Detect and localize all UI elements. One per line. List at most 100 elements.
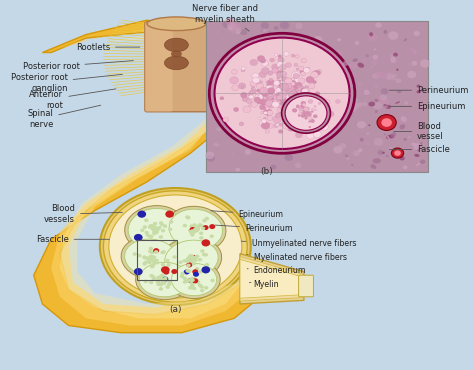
Circle shape <box>313 114 318 118</box>
Circle shape <box>165 259 170 262</box>
Circle shape <box>301 109 303 110</box>
Circle shape <box>283 83 292 90</box>
Circle shape <box>297 88 305 95</box>
Circle shape <box>306 112 309 114</box>
Ellipse shape <box>356 48 358 50</box>
Circle shape <box>305 112 307 114</box>
Circle shape <box>275 113 282 118</box>
Ellipse shape <box>161 237 222 281</box>
FancyBboxPatch shape <box>206 21 428 172</box>
Circle shape <box>153 227 157 230</box>
Circle shape <box>260 91 264 93</box>
Ellipse shape <box>408 63 412 67</box>
Circle shape <box>153 227 157 230</box>
Circle shape <box>283 91 290 97</box>
Circle shape <box>309 94 319 102</box>
Circle shape <box>189 257 193 261</box>
Circle shape <box>191 229 195 232</box>
Ellipse shape <box>164 240 218 278</box>
Circle shape <box>189 278 193 282</box>
Ellipse shape <box>374 99 379 102</box>
Circle shape <box>279 91 285 96</box>
Ellipse shape <box>411 61 417 66</box>
Circle shape <box>283 93 291 100</box>
Circle shape <box>236 65 244 72</box>
Ellipse shape <box>416 90 421 93</box>
Circle shape <box>283 110 289 115</box>
Circle shape <box>278 89 283 93</box>
Circle shape <box>183 280 187 284</box>
Circle shape <box>283 122 291 129</box>
Circle shape <box>288 101 294 106</box>
Circle shape <box>278 95 282 98</box>
Ellipse shape <box>374 83 379 86</box>
Circle shape <box>189 257 193 261</box>
Circle shape <box>285 83 292 89</box>
Circle shape <box>213 142 218 146</box>
Circle shape <box>236 168 240 171</box>
Circle shape <box>287 83 292 86</box>
Circle shape <box>261 92 266 96</box>
Circle shape <box>195 228 199 231</box>
Ellipse shape <box>391 132 396 137</box>
FancyBboxPatch shape <box>145 22 173 112</box>
Circle shape <box>279 109 288 116</box>
Circle shape <box>277 91 284 97</box>
Ellipse shape <box>169 209 222 249</box>
Circle shape <box>297 108 302 113</box>
Circle shape <box>194 279 199 282</box>
Circle shape <box>282 98 285 101</box>
Circle shape <box>137 254 142 257</box>
Circle shape <box>279 90 285 95</box>
Circle shape <box>231 69 237 74</box>
Circle shape <box>283 106 290 112</box>
Circle shape <box>193 229 197 233</box>
Circle shape <box>281 104 288 110</box>
Circle shape <box>275 89 280 93</box>
Circle shape <box>152 255 156 259</box>
Circle shape <box>315 109 317 111</box>
Ellipse shape <box>172 263 217 296</box>
Circle shape <box>296 105 300 108</box>
Ellipse shape <box>384 105 388 108</box>
Circle shape <box>287 85 290 87</box>
Circle shape <box>279 123 283 126</box>
Circle shape <box>291 82 295 86</box>
Circle shape <box>313 70 319 75</box>
Circle shape <box>192 277 196 281</box>
Circle shape <box>150 265 155 268</box>
Circle shape <box>195 267 200 270</box>
Circle shape <box>299 113 305 118</box>
Circle shape <box>311 108 315 111</box>
Circle shape <box>277 72 283 78</box>
Circle shape <box>257 89 261 92</box>
Circle shape <box>188 254 192 258</box>
Text: Rootlets: Rootlets <box>76 43 140 51</box>
Circle shape <box>281 92 289 98</box>
Circle shape <box>142 255 146 259</box>
Circle shape <box>198 283 202 287</box>
Circle shape <box>303 88 310 93</box>
Circle shape <box>299 122 309 130</box>
Ellipse shape <box>387 136 390 140</box>
Circle shape <box>261 22 269 29</box>
Circle shape <box>307 112 310 115</box>
Circle shape <box>289 79 292 81</box>
Circle shape <box>149 274 154 278</box>
Circle shape <box>210 235 214 238</box>
Circle shape <box>304 111 306 112</box>
Ellipse shape <box>401 116 407 122</box>
Circle shape <box>280 90 288 97</box>
Circle shape <box>192 287 196 290</box>
Circle shape <box>283 78 292 85</box>
Circle shape <box>296 74 300 77</box>
Ellipse shape <box>365 101 367 102</box>
Ellipse shape <box>128 208 182 249</box>
Circle shape <box>301 114 305 117</box>
Circle shape <box>282 85 289 92</box>
Circle shape <box>257 99 263 104</box>
Circle shape <box>344 116 347 118</box>
Circle shape <box>285 111 293 117</box>
Circle shape <box>351 98 358 104</box>
Circle shape <box>190 255 196 260</box>
